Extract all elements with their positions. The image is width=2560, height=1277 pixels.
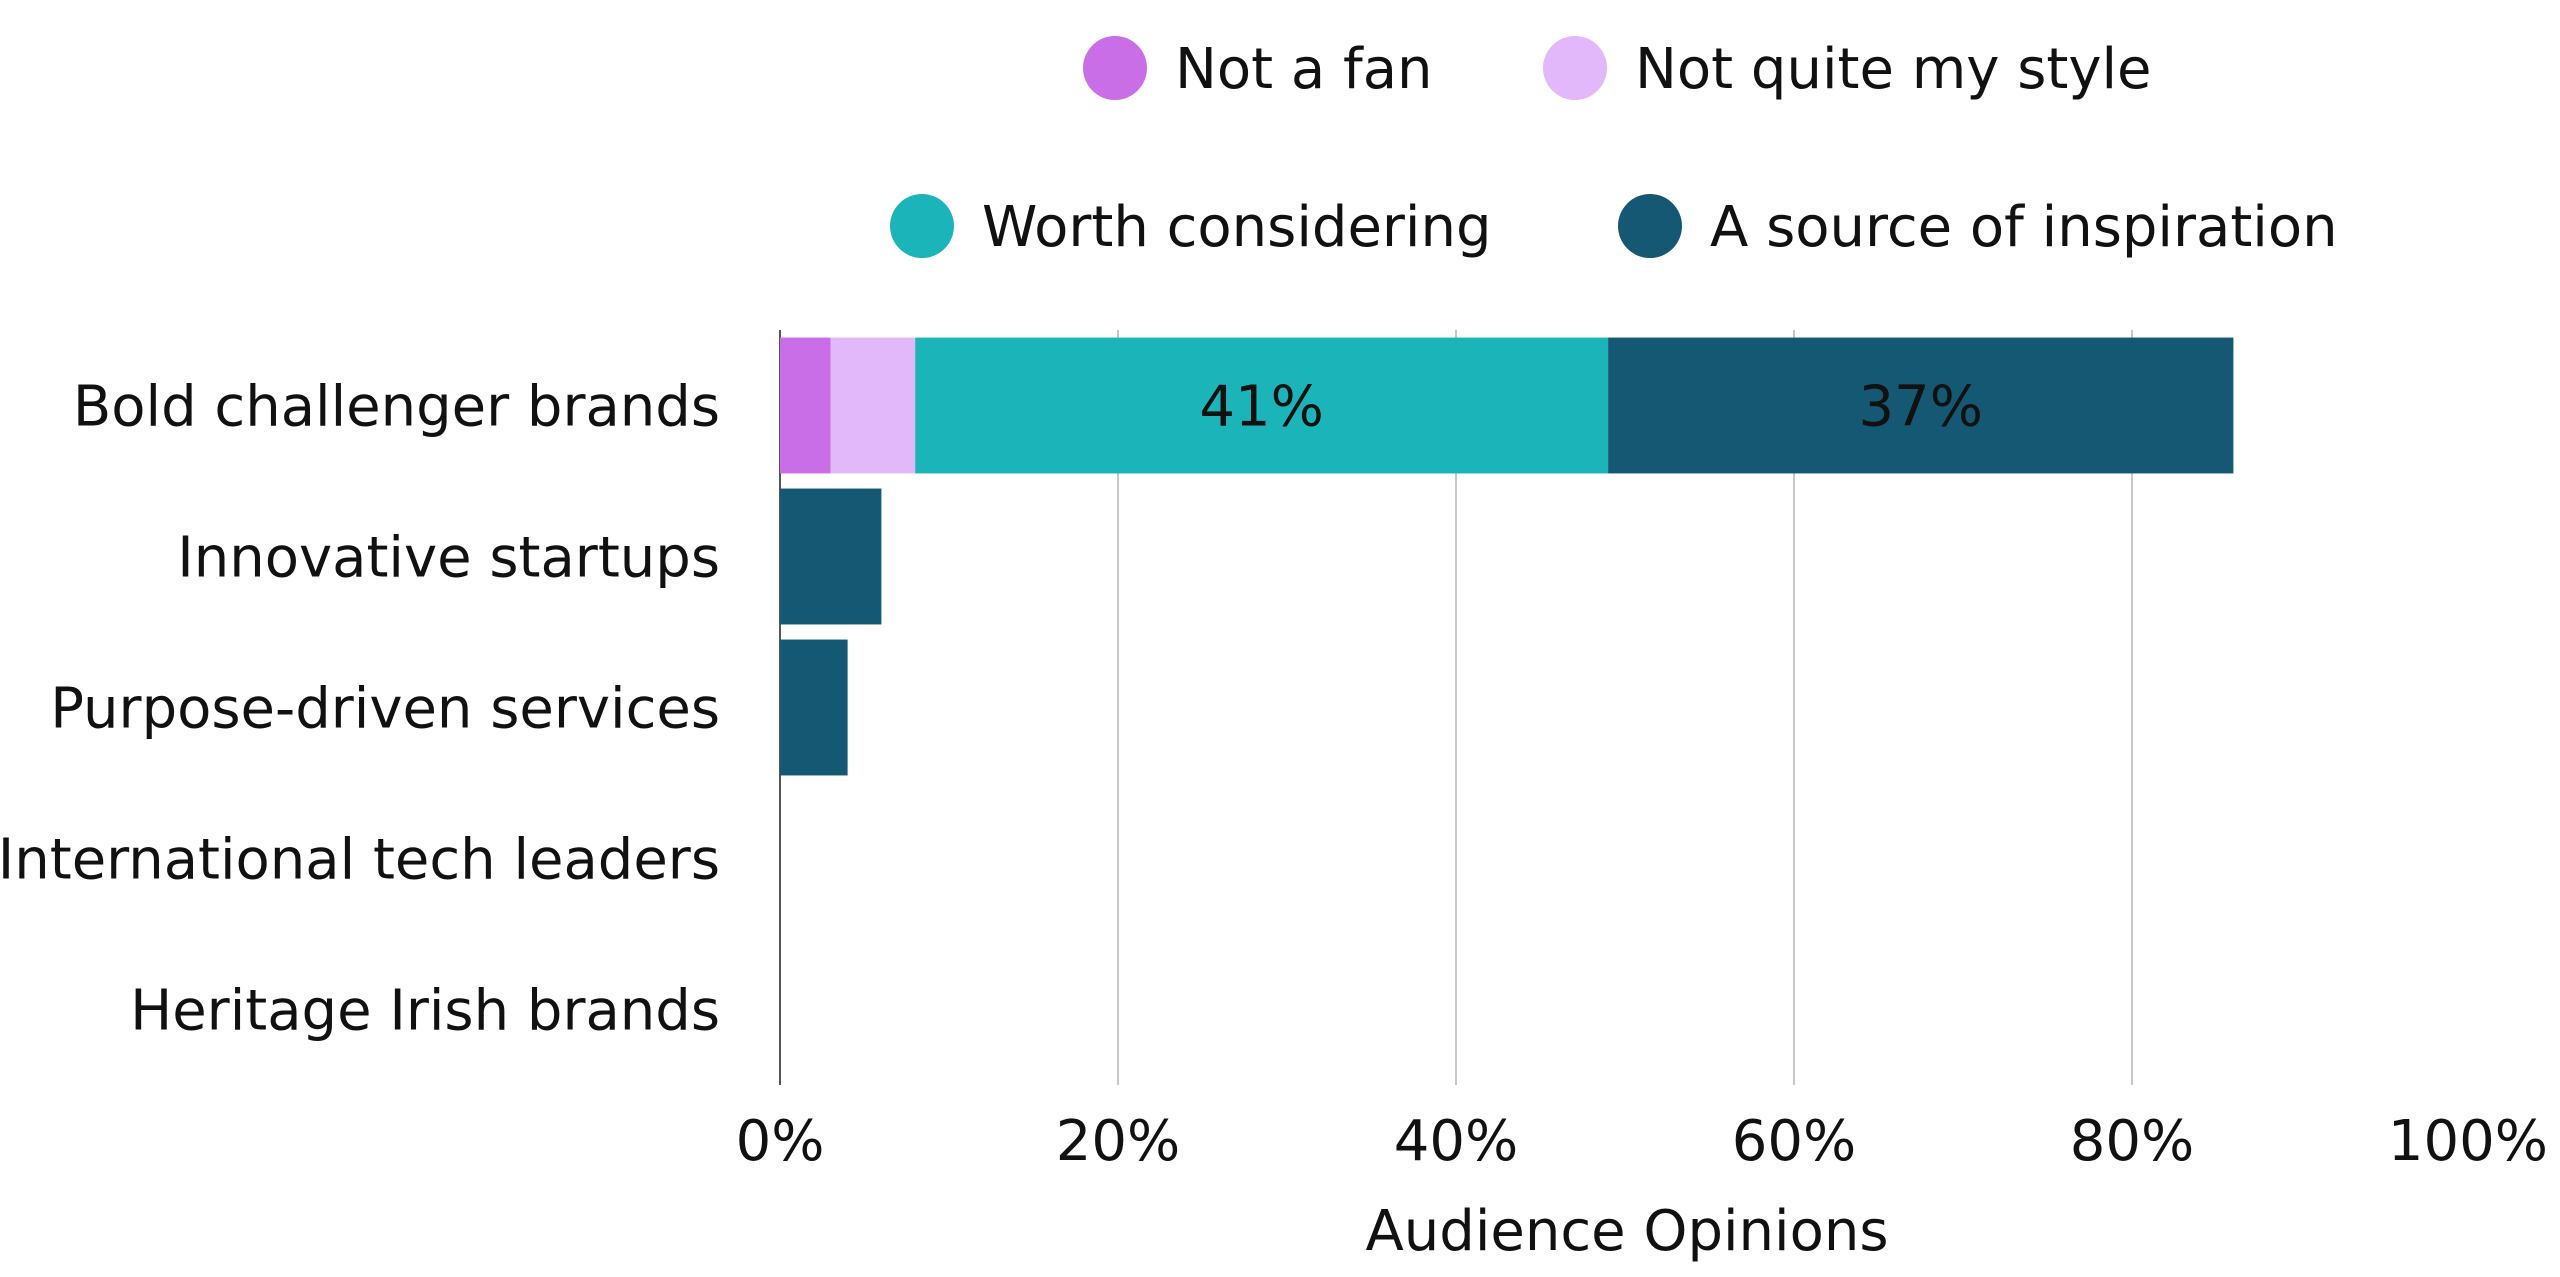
bar-a-source-of-inspiration	[780, 639, 848, 776]
legend-label: Not a fan	[1175, 37, 1433, 102]
x-tick-labels: 0% 20% 40% 60% 80% 100%	[736, 1109, 2548, 1174]
bar-not-quite-my-style	[830, 337, 916, 474]
x-tick-label: 20%	[1056, 1109, 1180, 1174]
data-label: 37%	[1859, 375, 1983, 440]
bar-not-a-fan	[780, 337, 831, 474]
x-tick-label: 40%	[1394, 1109, 1518, 1174]
bar-a-source-of-inspiration	[780, 488, 882, 625]
bars: 41% 37%	[780, 337, 2234, 776]
x-tick-label: 60%	[1732, 1109, 1856, 1174]
legend-swatch-a-source-of-inspiration	[1618, 194, 1682, 258]
legend: Not a fan Not quite my style Worth conside…	[890, 36, 2338, 260]
x-tick-label: 0%	[736, 1109, 825, 1174]
x-axis-title: Audience Opinions	[1365, 1199, 1888, 1264]
legend-swatch-worth-considering	[890, 194, 954, 258]
category-label: Bold challenger brands	[73, 375, 720, 440]
bar-worth-considering	[915, 337, 1609, 474]
category-label: Purpose-driven services	[50, 677, 720, 742]
legend-label: Not quite my style	[1635, 37, 2152, 102]
legend-label: Worth considering	[982, 195, 1492, 260]
x-tick-label: 80%	[2070, 1109, 2194, 1174]
x-tick-label: 100%	[2388, 1109, 2548, 1174]
category-label: Innovative startups	[177, 526, 720, 591]
category-label: Heritage Irish brands	[130, 979, 720, 1044]
category-label: International tech leaders	[0, 828, 720, 893]
legend-swatch-not-a-fan	[1083, 36, 1147, 100]
category-labels: Bold challenger brands Innovative startup…	[0, 375, 720, 1044]
legend-label: A source of inspiration	[1710, 195, 2338, 260]
bar-a-source-of-inspiration	[1608, 337, 2234, 474]
data-label: 41%	[1199, 375, 1323, 440]
legend-swatch-not-quite-my-style	[1543, 36, 1607, 100]
